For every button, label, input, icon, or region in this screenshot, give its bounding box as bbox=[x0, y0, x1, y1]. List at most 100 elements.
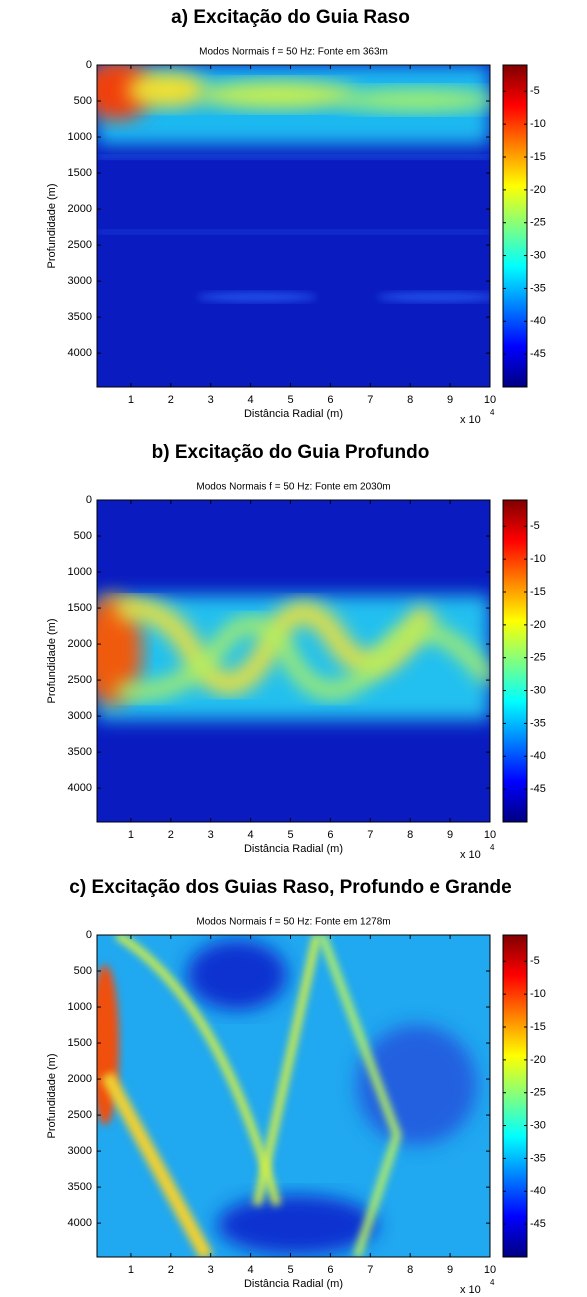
colorbar-tick-label: -30 bbox=[530, 249, 546, 261]
y-tick-label: 1500 bbox=[68, 167, 92, 179]
colorbar-tick-label: -15 bbox=[530, 1021, 546, 1033]
y-tick-label: 3500 bbox=[68, 311, 92, 323]
heatmap-image bbox=[97, 500, 490, 822]
y-tick-label: 2000 bbox=[68, 203, 92, 215]
x-tick-label: 5 bbox=[287, 394, 293, 406]
colorbar-tick-label: -10 bbox=[530, 553, 546, 565]
x-tick-label: 6 bbox=[327, 1264, 333, 1276]
x-axis-label: Distância Radial (m) bbox=[244, 408, 343, 420]
y-axis-label: Profundidade (m) bbox=[46, 619, 58, 704]
y-tick-label: 500 bbox=[74, 965, 92, 977]
colorbar-tick-label: -40 bbox=[530, 1185, 546, 1197]
y-tick-label: 2500 bbox=[68, 674, 92, 686]
heatmap-image bbox=[97, 65, 490, 387]
y-tick-label: 3000 bbox=[68, 710, 92, 722]
colorbar bbox=[502, 499, 528, 823]
y-tick-label: 1500 bbox=[68, 1037, 92, 1049]
plot-frame bbox=[96, 499, 491, 823]
y-tick-label: 4000 bbox=[68, 347, 92, 359]
panel-title: b) Excitação do Guia Profundo bbox=[152, 442, 430, 463]
y-tick-label: 1000 bbox=[68, 131, 92, 143]
y-tick-label: 1000 bbox=[68, 566, 92, 578]
colorbar-tick-label: -45 bbox=[530, 783, 546, 795]
colorbar-tick-label: -5 bbox=[530, 85, 540, 97]
chart-subtitle: Modos Normais f = 50 Hz: Fonte em 363m bbox=[199, 47, 388, 58]
x-tick-label: 8 bbox=[407, 829, 413, 841]
x-tick-label: 5 bbox=[287, 1264, 293, 1276]
y-tick-label: 4000 bbox=[68, 782, 92, 794]
colorbar-tick-label: -35 bbox=[530, 282, 546, 294]
colorbar-tick-label: -25 bbox=[530, 217, 546, 229]
x-tick-label: 8 bbox=[407, 1264, 413, 1276]
colorbar bbox=[502, 64, 528, 388]
colorbar-tick-label: -35 bbox=[530, 1152, 546, 1164]
plot-frame bbox=[96, 64, 491, 388]
x-tick-label: 7 bbox=[367, 1264, 373, 1276]
colorbar-tick-label: -25 bbox=[530, 1087, 546, 1099]
colorbar-tick-label: -30 bbox=[530, 1119, 546, 1131]
y-axis-label: Profundidade (m) bbox=[46, 184, 58, 269]
x-multiplier: x 10 bbox=[460, 414, 481, 426]
heatmap-image bbox=[97, 935, 490, 1257]
x-tick-label: 9 bbox=[447, 394, 453, 406]
x-tick-label: 3 bbox=[208, 829, 214, 841]
x-tick-label: 7 bbox=[367, 394, 373, 406]
y-tick-label: 3500 bbox=[68, 746, 92, 758]
y-tick-label: 500 bbox=[74, 530, 92, 542]
x-axis-label: Distância Radial (m) bbox=[244, 1278, 343, 1290]
x-multiplier-exponent: 4 bbox=[490, 408, 495, 417]
y-tick-label: 500 bbox=[74, 95, 92, 107]
colorbar-tick-label: -10 bbox=[530, 118, 546, 130]
colorbar-tick-label: -20 bbox=[530, 619, 546, 631]
colorbar bbox=[502, 934, 528, 1258]
y-tick-label: 1000 bbox=[68, 1001, 92, 1013]
x-tick-label: 3 bbox=[208, 1264, 214, 1276]
colorbar-tick-label: -30 bbox=[530, 684, 546, 696]
y-tick-label: 1500 bbox=[68, 602, 92, 614]
y-tick-label: 0 bbox=[86, 929, 92, 941]
x-multiplier: x 10 bbox=[460, 1284, 481, 1296]
x-tick-label: 9 bbox=[447, 1264, 453, 1276]
y-tick-label: 0 bbox=[86, 494, 92, 506]
x-tick-label: 4 bbox=[248, 394, 254, 406]
colorbar-tick-label: -15 bbox=[530, 586, 546, 598]
colorbar-tick-label: -25 bbox=[530, 652, 546, 664]
x-tick-label: 8 bbox=[407, 394, 413, 406]
y-tick-label: 2000 bbox=[68, 1073, 92, 1085]
x-tick-label: 2 bbox=[168, 394, 174, 406]
y-tick-label: 2500 bbox=[68, 239, 92, 251]
y-tick-label: 4000 bbox=[68, 1217, 92, 1229]
x-tick-label: 3 bbox=[208, 394, 214, 406]
x-tick-label: 1 bbox=[128, 394, 134, 406]
x-tick-label: 6 bbox=[327, 394, 333, 406]
x-axis-label: Distância Radial (m) bbox=[244, 843, 343, 855]
colorbar-tick-label: -40 bbox=[530, 750, 546, 762]
colorbar-tick-label: -40 bbox=[530, 315, 546, 327]
colorbar-tick-label: -20 bbox=[530, 184, 546, 196]
chart-subtitle: Modos Normais f = 50 Hz: Fonte em 2030m bbox=[196, 482, 390, 493]
y-tick-label: 3500 bbox=[68, 1181, 92, 1193]
x-tick-label: 9 bbox=[447, 829, 453, 841]
colorbar-tick-label: -15 bbox=[530, 151, 546, 163]
x-multiplier-exponent: 4 bbox=[490, 843, 495, 852]
colorbar-tick-label: -5 bbox=[530, 520, 540, 532]
plot-frame bbox=[96, 934, 491, 1258]
y-tick-label: 3000 bbox=[68, 275, 92, 287]
colorbar-tick-label: -20 bbox=[530, 1054, 546, 1066]
y-axis-label: Profundidade (m) bbox=[46, 1054, 58, 1139]
x-tick-label: 1 bbox=[128, 829, 134, 841]
y-tick-label: 3000 bbox=[68, 1145, 92, 1157]
x-tick-label: 7 bbox=[367, 829, 373, 841]
panel-title: a) Excitação do Guia Raso bbox=[171, 7, 410, 28]
x-tick-label: 2 bbox=[168, 1264, 174, 1276]
panel-title: c) Excitação dos Guias Raso, Profundo e … bbox=[69, 877, 511, 898]
x-multiplier: x 10 bbox=[460, 849, 481, 861]
y-tick-label: 2500 bbox=[68, 1109, 92, 1121]
x-tick-label: 5 bbox=[287, 829, 293, 841]
colorbar-tick-label: -5 bbox=[530, 955, 540, 967]
y-tick-label: 2000 bbox=[68, 638, 92, 650]
x-tick-label: 10 bbox=[484, 829, 496, 841]
colorbar-tick-label: -35 bbox=[530, 717, 546, 729]
